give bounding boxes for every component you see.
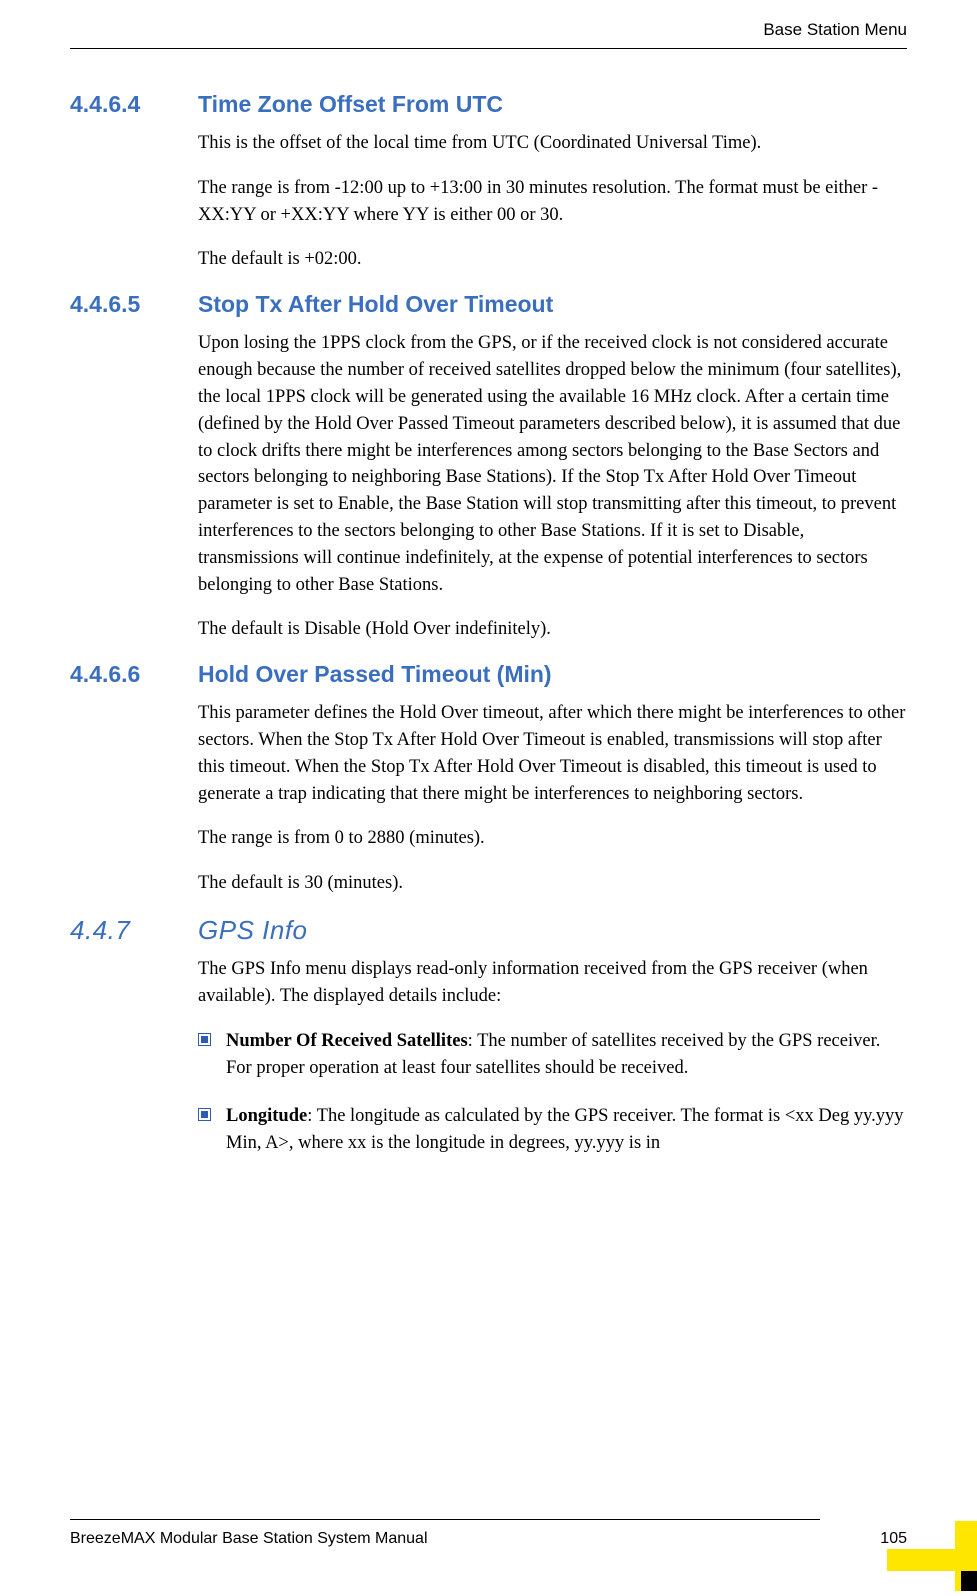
bullet-list: Number Of Received Satellites: The numbe… (198, 1028, 907, 1157)
section-heading-4466: 4.4.6.6 Hold Over Passed Timeout (Min) (70, 661, 907, 688)
section-body-447: The GPS Info menu displays read-only inf… (198, 956, 907, 1010)
section-heading-447: 4.4.7 GPS Info (70, 915, 907, 946)
footer-rule (70, 1519, 820, 1520)
section-body-4464: This is the offset of the local time fro… (198, 130, 907, 273)
square-bullet-icon (198, 1028, 226, 1082)
section-heading-4464: 4.4.6.4 Time Zone Offset From UTC (70, 91, 907, 118)
paragraph: The GPS Info menu displays read-only inf… (198, 956, 907, 1010)
section-body-4465: Upon losing the 1PPS clock from the GPS,… (198, 330, 907, 643)
header-right-text: Base Station Menu (763, 20, 907, 39)
page: Base Station Menu 4.4.6.4 Time Zone Offs… (0, 0, 977, 1596)
section-number: 4.4.6.5 (70, 291, 198, 318)
footer-row: BreezeMAX Modular Base Station System Ma… (70, 1530, 907, 1548)
paragraph: The default is 30 (minutes). (198, 870, 907, 897)
list-item: Longitude: The longitude as calculated b… (198, 1103, 907, 1157)
paragraph: The range is from 0 to 2880 (minutes). (198, 825, 907, 852)
section-title: Stop Tx After Hold Over Timeout (198, 291, 553, 318)
corner-mark-icon (887, 1521, 977, 1596)
square-bullet-icon (198, 1103, 226, 1157)
paragraph: The default is Disable (Hold Over indefi… (198, 616, 907, 643)
section-number: 4.4.6.6 (70, 661, 198, 688)
section-title: Hold Over Passed Timeout (Min) (198, 661, 552, 688)
section-title: GPS Info (198, 915, 308, 946)
list-item: Number Of Received Satellites: The numbe… (198, 1028, 907, 1082)
section-title: Time Zone Offset From UTC (198, 91, 503, 118)
paragraph: The default is +02:00. (198, 246, 907, 273)
section-body-4466: This parameter defines the Hold Over tim… (198, 700, 907, 897)
section-heading-4465: 4.4.6.5 Stop Tx After Hold Over Timeout (70, 291, 907, 318)
paragraph: This parameter defines the Hold Over tim… (198, 700, 907, 807)
footer-left-text: BreezeMAX Modular Base Station System Ma… (70, 1530, 428, 1548)
paragraph: The range is from -12:00 up to +13:00 in… (198, 175, 907, 229)
bullet-bold: Number Of Received Satellites (226, 1031, 468, 1051)
bullet-bold: Longitude (226, 1106, 307, 1126)
section-number: 4.4.7 (70, 915, 198, 946)
bullet-rest: : The longitude as calculated by the GPS… (226, 1106, 904, 1153)
page-footer: BreezeMAX Modular Base Station System Ma… (70, 1519, 907, 1548)
list-item-text: Longitude: The longitude as calculated b… (226, 1103, 907, 1157)
page-header: Base Station Menu (70, 0, 907, 49)
section-number: 4.4.6.4 (70, 91, 198, 118)
paragraph: Upon losing the 1PPS clock from the GPS,… (198, 330, 907, 598)
list-item-text: Number Of Received Satellites: The numbe… (226, 1028, 907, 1082)
paragraph: This is the offset of the local time fro… (198, 130, 907, 157)
